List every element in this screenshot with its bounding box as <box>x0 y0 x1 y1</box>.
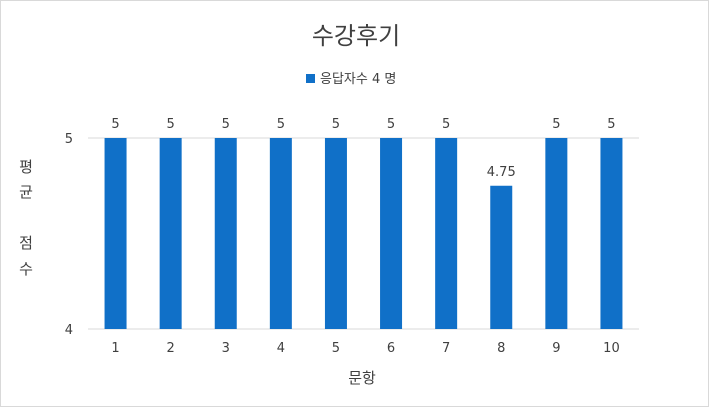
x-tick-label: 8 <box>497 341 505 356</box>
data-labels: 5 5 5 5 5 5 5 4.75 5 5 <box>111 117 615 180</box>
y-tick-label: 4 <box>65 323 73 338</box>
data-label: 5 <box>111 117 119 132</box>
y-axis-title-line-1: 평 <box>19 158 33 176</box>
bar <box>104 138 127 329</box>
x-tick-label: 9 <box>552 341 560 356</box>
data-label: 5 <box>607 117 615 132</box>
x-tick-label: 6 <box>387 341 395 356</box>
bar <box>214 138 237 329</box>
y-axis-title: 평 균 점 수 <box>19 158 33 278</box>
bar <box>545 138 568 329</box>
bar <box>600 138 623 329</box>
y-axis-ticks: 45 <box>65 132 73 338</box>
bar <box>490 185 513 329</box>
data-label: 5 <box>167 117 175 132</box>
legend: 응답자수 4 명 <box>306 72 396 87</box>
chart-title: 수강후기 <box>312 22 400 50</box>
bar <box>435 138 458 329</box>
data-label: 5 <box>442 117 450 132</box>
legend-label: 응답자수 4 명 <box>320 72 396 87</box>
x-axis-ticks: 1 2 3 4 5 6 7 8 9 10 <box>111 341 619 356</box>
data-label: 5 <box>332 117 340 132</box>
x-tick-label: 1 <box>111 341 119 356</box>
x-tick-label: 7 <box>442 341 450 356</box>
x-tick-label: 3 <box>222 341 230 356</box>
data-label: 4.75 <box>487 165 516 180</box>
y-axis-title-line-4: 수 <box>19 260 33 278</box>
x-axis-title: 문항 <box>348 369 376 387</box>
bar <box>159 138 182 329</box>
y-axis-title-line-3: 점 <box>19 234 33 252</box>
bar <box>380 138 403 329</box>
bar <box>324 138 347 329</box>
data-label: 5 <box>277 117 285 132</box>
x-tick-label: 10 <box>603 341 620 356</box>
y-axis-title-line-2: 균 <box>19 183 33 201</box>
data-label: 5 <box>387 117 395 132</box>
legend-swatch <box>306 74 315 83</box>
bar <box>269 138 292 329</box>
x-tick-label: 4 <box>277 341 285 356</box>
x-tick-label: 2 <box>167 341 175 356</box>
bars <box>104 138 623 329</box>
x-tick-label: 5 <box>332 341 340 356</box>
data-label: 5 <box>552 117 560 132</box>
data-label: 5 <box>222 117 230 132</box>
y-tick-label: 5 <box>65 132 73 147</box>
